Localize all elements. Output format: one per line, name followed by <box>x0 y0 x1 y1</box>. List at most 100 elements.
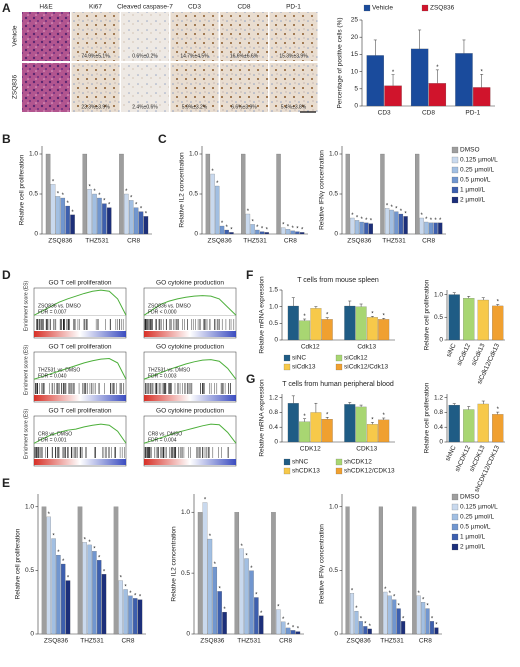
legend-label: shCDK12 <box>344 459 372 466</box>
rank-heat <box>34 459 126 465</box>
bar <box>82 153 88 235</box>
bar <box>295 631 301 635</box>
legend-swatch <box>283 458 291 466</box>
x-tick-label: THZ531 <box>80 638 104 645</box>
y-tick-label: 0.5 <box>329 567 338 574</box>
bar <box>259 231 265 235</box>
x-tick-label: CR8 <box>284 238 297 245</box>
bar <box>56 554 61 635</box>
bar <box>354 220 360 235</box>
y-tick-label: 1.0 <box>329 503 338 510</box>
significance: * <box>120 576 123 582</box>
y-tick-label: 0.8 <box>434 409 443 416</box>
legend-swatch <box>451 166 459 174</box>
es-curve <box>33 358 127 380</box>
micrograph <box>269 12 318 61</box>
significance: * <box>351 588 354 594</box>
x-tick-label: CR8 <box>422 238 435 245</box>
significance: * <box>226 225 229 231</box>
bar <box>384 208 390 235</box>
significance: * <box>497 407 500 413</box>
bar <box>358 621 363 635</box>
significance: * <box>108 203 111 209</box>
legend-label: ZSQ836 <box>430 5 455 12</box>
x-tick-label: Cdk12 <box>301 344 320 351</box>
bar <box>133 207 139 235</box>
y-tick-label: 0 <box>354 103 358 110</box>
y-tick-label: 0 <box>194 231 198 238</box>
legend-label: DMSO <box>460 494 480 501</box>
y-tick-label: 0.5 <box>29 191 38 198</box>
bar <box>378 319 390 341</box>
column-label: Ki67 <box>89 4 102 11</box>
bar <box>133 598 138 635</box>
bar <box>463 298 475 341</box>
bar <box>344 305 356 341</box>
bar <box>354 610 359 635</box>
significance: * <box>93 546 96 552</box>
y-tick-label: 25 <box>351 17 359 24</box>
significance: * <box>255 593 258 599</box>
y-tick-label: 0.8 <box>269 409 278 416</box>
significance: * <box>214 562 217 568</box>
significance: * <box>124 585 127 591</box>
bar <box>254 597 259 635</box>
legend-label: siCdk13 <box>292 364 316 371</box>
legend-label: 2 µmol/L <box>460 544 485 551</box>
significance: * <box>351 213 354 219</box>
significance: * <box>303 314 306 320</box>
legend-swatch <box>451 196 459 204</box>
significance: * <box>287 224 290 230</box>
legend-label: 0.25 µmol/L <box>460 167 494 174</box>
bar <box>321 319 333 341</box>
legend-swatch <box>283 354 291 362</box>
significance: * <box>256 225 259 231</box>
fdr-label: FDR = 0.001 <box>38 437 67 443</box>
micrograph-value: 0.6%±0.2% <box>132 53 158 59</box>
significance: * <box>481 69 484 75</box>
y-axis-label: Relative IL2 concentration <box>179 152 186 228</box>
micrograph <box>269 63 318 112</box>
significance: * <box>260 611 263 617</box>
x-tick-label: ZSQ836 <box>347 238 372 245</box>
es-curve <box>143 359 237 380</box>
comparison-label: CR8 vs. DMSO <box>38 431 72 437</box>
legend-swatch <box>421 4 429 12</box>
bar <box>448 294 460 341</box>
bar <box>124 193 129 235</box>
bar <box>401 621 406 635</box>
bar <box>345 153 350 235</box>
bar <box>424 221 429 235</box>
bar <box>392 599 397 635</box>
significance: * <box>247 209 250 215</box>
significance: * <box>369 624 372 630</box>
bar <box>295 231 300 235</box>
bar <box>290 230 295 235</box>
significance: * <box>240 544 243 550</box>
significance: * <box>139 595 142 601</box>
significance: * <box>251 219 254 225</box>
legend-label: Vehicle <box>372 5 393 12</box>
y-axis-label: Relative cell proliferation <box>15 528 22 599</box>
x-tick-label: CR8 <box>121 638 134 645</box>
bar <box>310 308 322 341</box>
micrograph-value: 15.3%±3.9% <box>279 53 308 59</box>
es-curve <box>33 289 127 316</box>
micrograph <box>22 63 70 112</box>
x-tick-label: ZSQ836 <box>44 638 69 645</box>
bar <box>473 87 491 107</box>
y-tick-label: 0.5 <box>434 314 443 321</box>
bar <box>128 595 133 635</box>
bar <box>202 502 208 635</box>
significance: * <box>404 211 407 217</box>
significance: * <box>431 616 434 622</box>
significance: * <box>282 223 285 229</box>
x-tick-label: ZSQ836 <box>208 238 233 245</box>
bar <box>438 222 443 235</box>
bar <box>224 229 229 235</box>
rank-heat <box>144 459 236 465</box>
legend-label: siCdk12 <box>344 355 368 362</box>
es-curve <box>143 295 237 316</box>
y-tick-label: 0 <box>34 231 38 238</box>
bar <box>92 551 97 635</box>
